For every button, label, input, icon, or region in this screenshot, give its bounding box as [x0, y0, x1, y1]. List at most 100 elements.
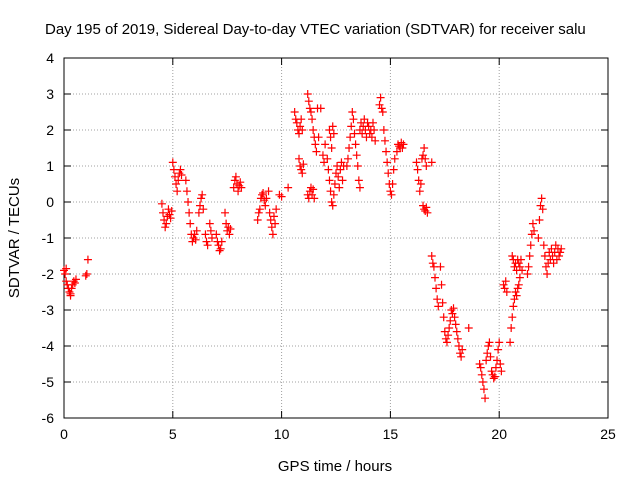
data-point	[192, 226, 201, 235]
data-point	[379, 126, 388, 134]
y-tick-label: -2	[42, 266, 55, 282]
data-point	[422, 203, 431, 212]
data-point	[453, 334, 462, 343]
data-point	[69, 277, 78, 286]
data-point	[347, 122, 356, 131]
data-point	[332, 169, 340, 178]
data-point	[537, 194, 546, 203]
data-point	[432, 284, 441, 293]
data-point	[449, 304, 458, 313]
data-point	[456, 349, 465, 358]
y-tick-label: 3	[46, 86, 54, 102]
x-tick-label: 25	[600, 426, 616, 442]
data-point	[376, 93, 385, 102]
data-point	[298, 126, 307, 134]
data-point	[543, 270, 552, 278]
data-point	[353, 162, 362, 170]
data-point	[337, 158, 346, 167]
data-point	[489, 374, 498, 383]
data-point	[420, 144, 429, 152]
data-point	[499, 280, 508, 289]
data-point	[501, 277, 510, 286]
data-point	[482, 356, 491, 365]
data-point	[176, 165, 185, 174]
data-point	[62, 264, 71, 273]
data-point	[175, 169, 184, 178]
data-point	[352, 151, 361, 160]
data-point	[212, 230, 221, 239]
data-point	[438, 298, 447, 307]
data-point	[508, 313, 517, 322]
data-point	[390, 154, 399, 163]
data-point	[272, 205, 281, 214]
data-point	[378, 108, 387, 116]
data-point	[451, 320, 460, 329]
y-tick-label: -5	[42, 374, 55, 390]
data-point	[224, 223, 233, 232]
data-point	[422, 162, 431, 170]
data-point	[61, 270, 70, 278]
data-point	[383, 158, 392, 167]
data-point	[70, 279, 79, 287]
data-point	[299, 160, 308, 169]
data-point	[303, 90, 312, 98]
data-point	[523, 270, 532, 278]
data-point	[349, 115, 358, 124]
grid	[64, 58, 608, 418]
data-point	[464, 324, 473, 332]
data-point	[414, 176, 423, 185]
data-point	[427, 252, 436, 260]
x-axis-label: GPS time / hours	[278, 458, 392, 475]
data-point	[265, 208, 274, 217]
data-point	[399, 140, 408, 149]
data-point	[167, 207, 176, 215]
data-point	[328, 201, 337, 210]
data-point	[237, 183, 246, 192]
data-point	[269, 212, 278, 221]
data-point	[191, 235, 200, 244]
x-tick-label: 5	[169, 426, 177, 442]
data-point	[226, 225, 235, 233]
x-tick-label: 20	[491, 426, 507, 442]
data-point	[216, 244, 225, 253]
data-point	[484, 342, 493, 350]
data-point	[423, 208, 432, 217]
data-point	[225, 230, 234, 239]
data-point	[496, 360, 505, 368]
data-point	[157, 199, 166, 208]
data-point	[380, 136, 389, 145]
data-point	[518, 266, 527, 275]
data-point	[513, 284, 522, 293]
data-point	[275, 190, 284, 199]
data-point	[330, 180, 339, 188]
data-point	[536, 201, 545, 210]
data-point	[497, 367, 506, 376]
data-point	[298, 169, 307, 178]
data-point	[343, 154, 352, 163]
data-point	[217, 237, 226, 246]
data-point	[297, 165, 306, 174]
data-point	[197, 194, 206, 203]
data-point	[60, 266, 68, 275]
data-point	[448, 309, 457, 318]
y-tick-label: -4	[42, 338, 55, 354]
data-point	[512, 291, 521, 300]
data-point	[295, 154, 304, 163]
data-point	[509, 302, 518, 311]
data-point	[419, 151, 428, 160]
data-point	[452, 327, 461, 336]
data-point	[324, 165, 333, 174]
data-point	[514, 280, 523, 289]
y-tick-label: 2	[46, 122, 54, 138]
data-point	[447, 306, 456, 314]
data-point	[255, 205, 264, 214]
data-point	[162, 219, 171, 228]
data-point	[439, 313, 448, 322]
data-point	[259, 189, 268, 197]
data-point	[334, 172, 343, 181]
data-point	[526, 241, 535, 250]
data-point	[535, 216, 544, 224]
data-point	[476, 363, 485, 372]
data-point	[62, 277, 71, 286]
data-point	[321, 140, 330, 149]
